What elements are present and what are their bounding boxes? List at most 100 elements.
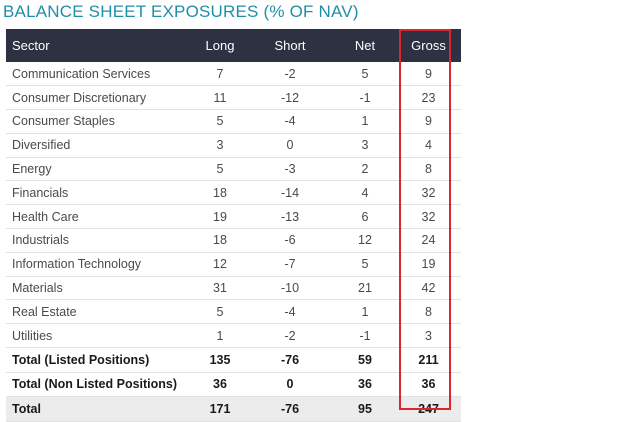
short-cell: 0 [286,377,294,392]
net-cell: 5 [361,257,369,272]
gross-cell: 19 [421,257,436,272]
short-cell: 0 [286,138,294,153]
net-cell: 5 [361,66,369,81]
gross-cell: 32 [421,185,436,200]
gross-cell: 42 [421,281,436,296]
long-cell: 36 [213,377,227,392]
sector-cell: Diversified [12,138,71,153]
column-header-short: Short [274,38,306,53]
column-header-net: Net [354,38,376,53]
sector-cell: Health Care [12,209,79,224]
net-cell: 59 [358,352,372,367]
sector-cell: Total (Non Listed Positions) [12,377,178,392]
short-cell: -4 [284,304,296,319]
sector-cell: Utilities [12,328,53,343]
gross-cell: 36 [421,377,436,392]
table-row: Diversified 3 0 3 4 [6,133,461,158]
column-header-sector: Sector [12,38,50,53]
long-cell: 18 [213,185,227,200]
short-cell: -12 [280,90,300,105]
sector-cell: Communication Services [12,66,151,81]
gross-cell: 32 [421,209,436,224]
table-row: Energy 5 -3 2 8 [6,157,461,181]
table-row: Utilities 1 -2 -1 3 [6,324,461,348]
net-cell: 4 [361,185,369,200]
net-cell: 36 [358,377,372,392]
sector-cell: Real Estate [12,304,77,319]
net-cell: 21 [358,281,372,296]
short-cell: -10 [280,281,300,296]
sector-cell: Total [12,401,41,416]
short-cell: -14 [280,185,300,200]
short-cell: -76 [280,352,300,367]
sector-cell: Total (Listed Positions) [12,352,150,367]
sector-cell: Information Technology [12,257,142,272]
long-cell: 31 [213,281,227,296]
total-row-grand: Total 171 -76 95 247 [6,396,461,422]
sector-cell: Materials [12,281,63,296]
long-cell: 12 [213,257,227,272]
net-cell: 95 [358,401,372,416]
short-cell: -76 [280,401,300,416]
gross-cell: 247 [418,401,439,416]
net-cell: 6 [361,209,369,224]
net-cell: 2 [361,162,369,177]
short-cell: -7 [284,257,296,272]
net-cell: 12 [358,233,372,248]
sector-cell: Financials [12,185,69,200]
long-cell: 5 [216,114,224,129]
short-cell: -6 [284,233,296,248]
table-row: Consumer Staples 5 -4 1 9 [6,110,461,134]
table-header: Sector Long Short Net Gross [6,29,461,62]
sector-cell: Industrials [12,233,69,248]
table-row: Real Estate 5 -4 1 8 [6,300,461,324]
long-cell: 18 [213,233,227,248]
table-row: Financials 18 -14 4 32 [6,181,461,205]
short-cell: -4 [284,114,296,129]
column-header-gross: Gross [411,38,446,53]
long-cell: 19 [213,209,227,224]
long-cell: 171 [209,401,231,416]
gross-cell: 8 [425,304,432,319]
table-row: Industrials 18 -6 12 24 [6,229,461,253]
page-title: BALANCE SHEET EXPOSURES (% OF NAV) [3,2,359,21]
gross-cell: 9 [425,114,432,129]
long-cell: 3 [216,138,224,153]
gross-cell: 4 [425,138,432,153]
table-row: Materials 31 -10 21 42 [6,276,461,300]
table-row: Consumer Discretionary 11 -12 -1 23 [6,86,461,110]
table-row: Communication Services 7 -2 5 9 [6,62,461,86]
long-cell: 5 [216,162,224,177]
short-cell: -2 [284,66,296,81]
gross-cell: 3 [425,328,432,343]
short-cell: -3 [284,162,296,177]
gross-cell: 8 [425,162,432,177]
total-row-non-listed: Total (Non Listed Positions) 36 0 36 36 [6,372,461,397]
gross-cell: 9 [425,66,432,81]
exposures-table: Sector Long Short Net Gross Communicatio… [6,29,461,422]
table-row: Information Technology 12 -7 5 19 [6,252,461,277]
header-row: Sector Long Short Net Gross [6,29,461,62]
total-row-listed: Total (Listed Positions) 135 -76 59 211 [6,348,461,373]
long-cell: 135 [209,352,231,367]
table-row: Health Care 19 -13 6 32 [6,205,461,229]
long-cell: 1 [216,328,224,343]
gross-cell: 23 [421,90,436,105]
long-cell: 5 [216,304,224,319]
long-cell: 7 [216,66,224,81]
net-cell: -1 [359,90,371,105]
gross-cell: 24 [421,233,436,248]
net-cell: 1 [361,114,369,129]
sector-cell: Consumer Staples [12,114,115,129]
sector-cell: Consumer Discretionary [12,90,147,105]
net-cell: 3 [361,138,369,153]
net-cell: 1 [361,304,369,319]
column-header-long: Long [205,38,235,53]
short-cell: -13 [280,209,300,224]
short-cell: -2 [284,328,296,343]
long-cell: 11 [213,90,227,105]
gross-cell: 211 [418,352,439,367]
sector-cell: Energy [12,162,52,177]
net-cell: -1 [359,328,371,343]
table-body: Communication Services 7 -2 5 9 Consumer… [6,62,461,422]
